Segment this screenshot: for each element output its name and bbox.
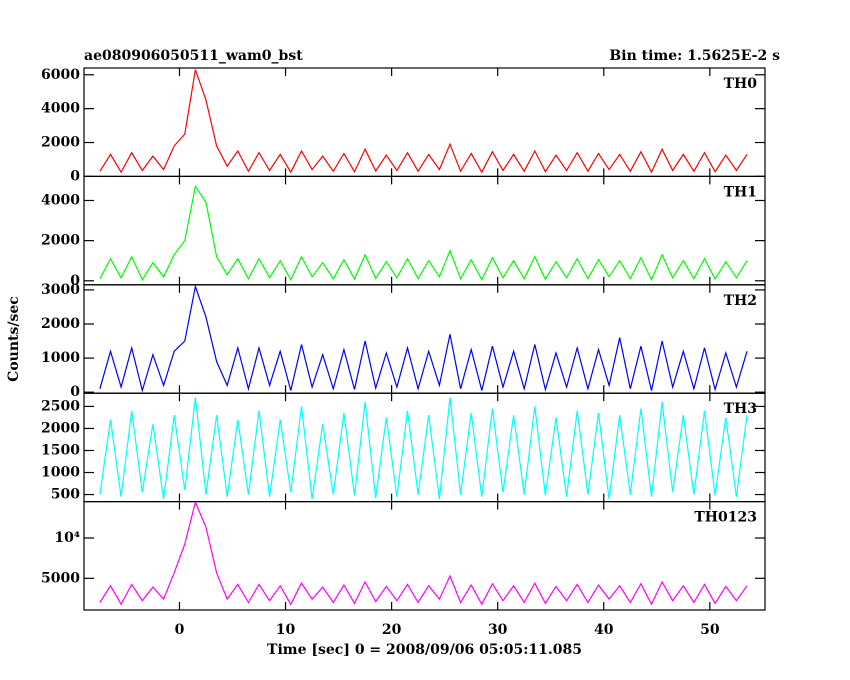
x-tick-label: 50 [700, 622, 720, 638]
x-tick-label: 10 [276, 622, 296, 638]
y-tick-label: 6000 [41, 67, 80, 83]
chart-title: ae080906050511_wam0_bst [84, 48, 303, 64]
light-curve [99, 397, 748, 500]
panel-name: TH3 [724, 401, 757, 417]
light-curve [99, 500, 748, 606]
y-tick-label: 1000 [41, 465, 80, 481]
light-curve [99, 184, 748, 282]
panel-name: TH0 [724, 76, 758, 92]
bin-time: Bin time: 1.5625E-2 s [609, 48, 780, 64]
y-tick-label: 0 [70, 168, 80, 184]
y-tick-label: 10⁴ [54, 530, 80, 546]
y-tick-label: 2000 [41, 233, 80, 249]
x-axis-label: Time [sec] 0 = 2008/09/06 05:05:11.085 [267, 642, 582, 658]
y-axis-label: Counts/sec [6, 296, 22, 382]
panel-name: TH0123 [694, 510, 757, 526]
y-tick-label: 2000 [41, 420, 80, 436]
panel-frame [83, 284, 766, 394]
x-tick-label: 40 [594, 622, 614, 638]
y-tick-label: 1000 [41, 350, 80, 366]
y-tick-label: 2500 [41, 398, 80, 414]
y-tick-label: 1500 [41, 442, 80, 458]
y-tick-label: 0 [70, 273, 80, 289]
y-tick-label: 2000 [41, 316, 80, 332]
x-tick-label: 20 [382, 622, 402, 638]
x-tick-label: 30 [488, 622, 508, 638]
panel-name: TH2 [724, 293, 757, 309]
y-tick-label: 500 [51, 487, 80, 503]
light-curve [99, 284, 748, 393]
y-tick-label: 0 [70, 384, 80, 400]
y-tick-label: 2000 [41, 135, 80, 151]
x-tick-label: 0 [175, 622, 185, 638]
y-tick-label: 5000 [41, 570, 80, 586]
light-curve [99, 69, 748, 174]
y-tick-label: 4000 [41, 192, 80, 208]
panel-frame [83, 501, 766, 611]
panel-name: TH1 [724, 184, 757, 200]
y-tick-label: 4000 [41, 101, 80, 117]
y-tick-label: 3000 [41, 282, 80, 298]
